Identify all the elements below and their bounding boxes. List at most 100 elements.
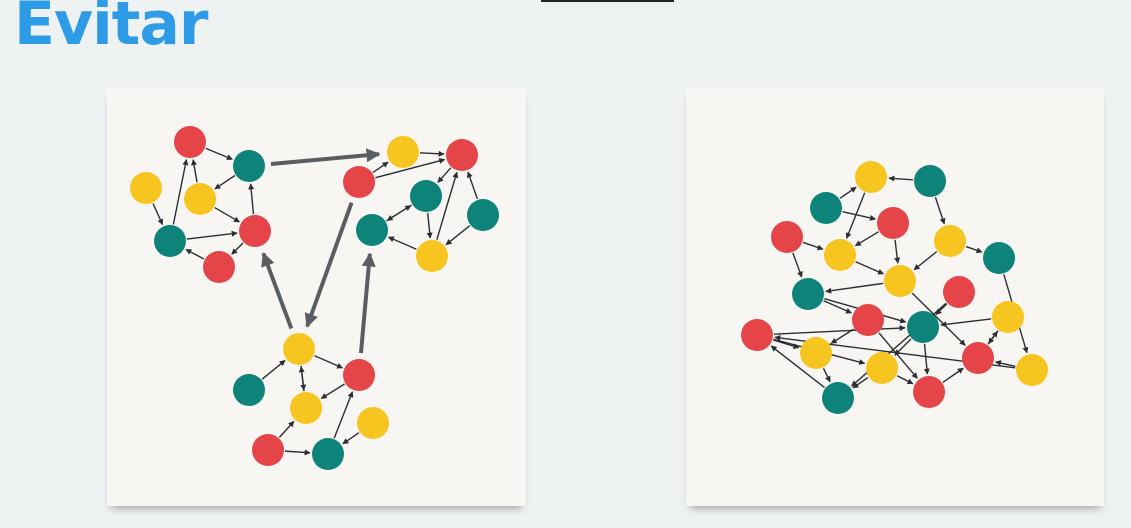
node-d18-red bbox=[962, 342, 994, 374]
edge-d3-d1 bbox=[839, 186, 857, 199]
edge-d16-d20 bbox=[822, 367, 831, 383]
edge-d3-d4 bbox=[842, 211, 877, 221]
node-c6-red bbox=[252, 434, 284, 466]
edge-a3-a1 bbox=[191, 159, 198, 183]
node-d11-red bbox=[943, 276, 975, 308]
edge-c3-c5 bbox=[320, 383, 345, 400]
node-d15-red bbox=[741, 319, 773, 351]
node-d10-teal bbox=[792, 278, 824, 310]
edge-a2-a3 bbox=[214, 174, 236, 190]
edge-d11-d13 bbox=[935, 303, 948, 315]
edge-b6-b2 bbox=[466, 171, 479, 200]
node-c5-yellow bbox=[290, 392, 322, 424]
edge-b7-b2 bbox=[436, 171, 459, 240]
edge-b7-b5 bbox=[387, 236, 417, 250]
edge-d6-d9 bbox=[855, 261, 885, 275]
node-a2-teal bbox=[233, 150, 265, 182]
node-a1-red bbox=[174, 126, 206, 158]
edge-d13-d21 bbox=[923, 343, 930, 375]
edge-d15-d13 bbox=[773, 325, 906, 335]
edge-d5-d10 bbox=[792, 252, 803, 278]
edge-d1-d6 bbox=[845, 192, 866, 239]
node-d1-yellow bbox=[855, 161, 887, 193]
cluster-edge-c1-a6 bbox=[261, 252, 294, 330]
edge-d9-d18 bbox=[911, 292, 966, 346]
edge-d2-d1 bbox=[888, 175, 914, 182]
edge-a4-a5 bbox=[152, 203, 164, 226]
edge-c7-c3 bbox=[333, 391, 354, 439]
edge-a5-a1 bbox=[172, 159, 189, 225]
edge-b2-b4 bbox=[437, 167, 452, 183]
edge-b5-b4 bbox=[386, 204, 412, 222]
node-b3-red bbox=[343, 166, 375, 198]
cluster-edge-b3-c1 bbox=[304, 202, 354, 328]
node-b2-red bbox=[446, 139, 478, 171]
edge-a6-a2 bbox=[248, 183, 255, 215]
edge-d12-d16 bbox=[830, 328, 855, 344]
edge-d5-d6 bbox=[802, 241, 824, 251]
edge-c2-c1 bbox=[261, 359, 286, 380]
edge-d19-d18 bbox=[994, 360, 1016, 367]
node-d17-yellow bbox=[866, 352, 898, 384]
node-d12-red bbox=[852, 304, 884, 336]
edge-d17-d21 bbox=[896, 375, 914, 385]
node-d6-yellow bbox=[824, 239, 856, 271]
node-d4-red bbox=[877, 207, 909, 239]
edge-c4-c7 bbox=[342, 432, 360, 445]
edge-a1-a2 bbox=[205, 147, 233, 160]
node-b5-teal bbox=[356, 214, 388, 246]
node-d19-yellow bbox=[1016, 354, 1048, 386]
cluster-edge-c3-b5 bbox=[358, 252, 376, 354]
top-divider bbox=[541, 0, 674, 2]
node-c7-teal bbox=[312, 438, 344, 470]
edge-d4-d9 bbox=[894, 239, 901, 264]
node-c4-yellow bbox=[357, 407, 389, 439]
edge-d9-d10 bbox=[825, 282, 884, 294]
clustered-network-panel bbox=[107, 88, 526, 506]
node-c2-teal bbox=[233, 374, 265, 406]
edge-a5-a6 bbox=[186, 230, 238, 240]
edge-d12-d21 bbox=[878, 332, 918, 379]
node-b7-yellow bbox=[416, 240, 448, 272]
edge-d10-d12 bbox=[823, 300, 853, 314]
node-d3-teal bbox=[810, 192, 842, 224]
node-b6-teal bbox=[467, 199, 499, 231]
dense-network-panel bbox=[686, 88, 1104, 506]
edge-b3-b1 bbox=[372, 161, 389, 174]
node-a3-yellow bbox=[184, 183, 216, 215]
edge-d18-d14 bbox=[987, 331, 998, 345]
node-d2-teal bbox=[914, 165, 946, 197]
edge-d7-d8 bbox=[965, 245, 983, 254]
edge-d20-d15 bbox=[770, 345, 826, 389]
node-d14-yellow bbox=[992, 301, 1024, 333]
edge-a7-a5 bbox=[185, 248, 205, 260]
clustered-network-diagram bbox=[130, 126, 499, 470]
node-b1-yellow bbox=[387, 136, 419, 168]
node-d13-teal bbox=[907, 311, 939, 343]
node-d8-teal bbox=[983, 242, 1015, 274]
edge-a3-a6 bbox=[214, 206, 240, 223]
edge-d15-d16 bbox=[773, 339, 800, 350]
edge-c1-c3 bbox=[314, 355, 344, 369]
node-a4-yellow bbox=[130, 172, 162, 204]
node-d20-teal bbox=[822, 382, 854, 414]
edge-b3-b2 bbox=[375, 158, 446, 179]
edge-d17-d20 bbox=[852, 376, 869, 389]
node-d9-yellow bbox=[884, 265, 916, 297]
node-a7-red bbox=[203, 251, 235, 283]
edge-c1-c5 bbox=[300, 365, 307, 391]
node-d16-yellow bbox=[800, 337, 832, 369]
edge-d21-d18 bbox=[942, 367, 964, 383]
edge-d14-d13 bbox=[940, 318, 992, 328]
edge-b4-b7 bbox=[426, 212, 433, 239]
edge-b1-b2 bbox=[419, 150, 445, 157]
edge-d2-d7 bbox=[934, 196, 946, 225]
dense-network-diagram bbox=[741, 161, 1048, 414]
edge-d7-d9 bbox=[913, 251, 938, 271]
edge-c6-c5 bbox=[278, 420, 295, 438]
edge-d4-d6 bbox=[854, 231, 879, 247]
node-d21-red bbox=[913, 376, 945, 408]
node-b4-teal bbox=[410, 180, 442, 212]
node-a5-teal bbox=[154, 225, 186, 257]
node-d5-red bbox=[771, 221, 803, 253]
